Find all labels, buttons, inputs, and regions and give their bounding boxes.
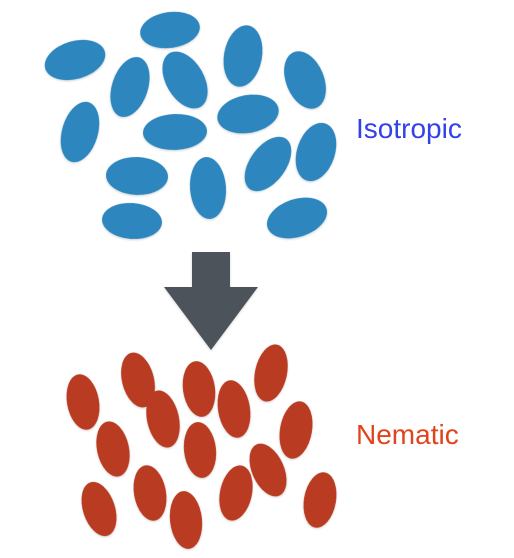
nematic-molecule-1 <box>66 374 100 430</box>
nematic-molecule-13 <box>81 481 117 537</box>
nematic-molecule-8 <box>183 422 217 478</box>
isotropic-label: Isotropic <box>356 113 462 144</box>
isotropic-molecule-group <box>44 11 337 240</box>
nematic-molecule-14 <box>169 491 203 549</box>
isotropic-molecule-2 <box>44 39 106 81</box>
nematic-molecule-12 <box>249 443 287 497</box>
isotropic-molecule-6 <box>284 51 326 109</box>
isotropic-molecule-8 <box>217 94 279 134</box>
isotropic-molecule-9 <box>143 113 207 151</box>
nematic-molecule-7 <box>96 421 130 477</box>
nematic-molecule-6 <box>217 380 251 438</box>
nematic-molecule-4 <box>254 344 288 402</box>
isotropic-molecule-13 <box>244 136 292 192</box>
nematic-molecule-3 <box>182 361 216 417</box>
isotropic-molecule-1 <box>140 11 200 49</box>
isotropic-molecule-11 <box>106 156 168 196</box>
isotropic-molecule-5 <box>162 51 208 109</box>
nematic-label: Nematic <box>356 419 459 450</box>
down-arrow-icon <box>164 252 258 350</box>
isotropic-molecule-7 <box>60 101 100 163</box>
nematic-molecule-2 <box>121 352 155 408</box>
isotropic-molecule-3 <box>223 25 263 87</box>
isotropic-molecule-14 <box>102 202 162 240</box>
isotropic-molecule-10 <box>295 122 337 182</box>
isotropic-molecule-4 <box>110 56 150 118</box>
nematic-molecule-15 <box>303 472 337 528</box>
isotropic-molecule-15 <box>266 197 328 239</box>
nematic-molecule-10 <box>133 465 167 521</box>
nematic-molecule-9 <box>279 401 313 459</box>
nematic-molecule-5 <box>146 390 180 448</box>
nematic-molecule-11 <box>219 465 253 521</box>
nematic-molecule-group <box>66 344 337 549</box>
isotropic-molecule-12 <box>189 157 227 219</box>
